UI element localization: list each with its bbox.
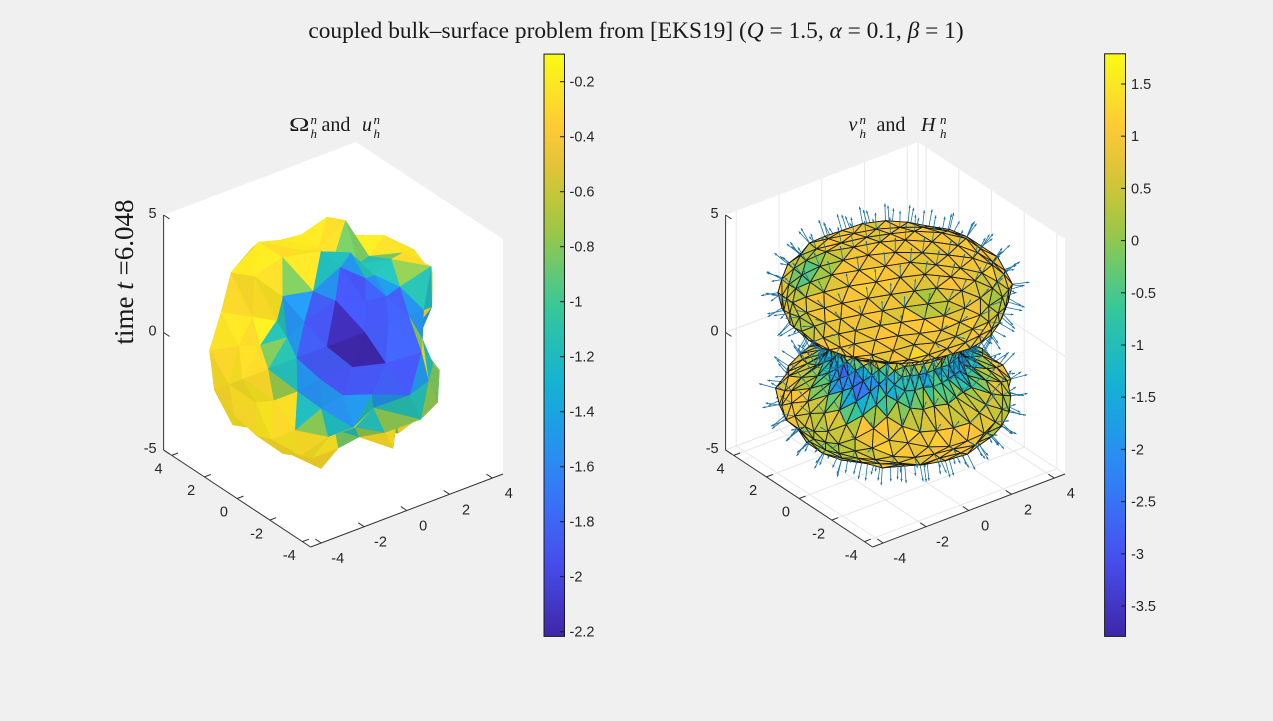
svg-text:-4: -4	[331, 551, 344, 567]
svg-text:-3.5: -3.5	[1131, 599, 1156, 615]
svg-text:-0.4: -0.4	[570, 130, 595, 146]
svg-text:2: 2	[1024, 502, 1032, 518]
svg-text:-2: -2	[374, 535, 387, 551]
svg-text:-0.8: -0.8	[570, 240, 595, 256]
svg-text:-1.5: -1.5	[1131, 390, 1156, 406]
svg-text:time t =6.048: time t =6.048	[109, 200, 139, 345]
svg-text:-1.4: -1.4	[570, 405, 595, 421]
svg-text:1: 1	[1131, 129, 1139, 145]
svg-text:-2: -2	[250, 526, 263, 542]
svg-text:-2: -2	[812, 526, 825, 542]
svg-text:0: 0	[782, 505, 790, 521]
svg-text:2: 2	[187, 483, 195, 499]
svg-text:-2: -2	[936, 535, 949, 551]
svg-text:-1: -1	[570, 295, 583, 311]
svg-text:-1.2: -1.2	[570, 350, 595, 366]
svg-text:0: 0	[981, 519, 989, 535]
svg-text:-2.5: -2.5	[1131, 495, 1156, 511]
svg-text:0: 0	[1131, 234, 1139, 250]
svg-text:-1.8: -1.8	[570, 515, 595, 531]
svg-text:-3: -3	[1131, 547, 1144, 563]
svg-text:4: 4	[1067, 486, 1075, 502]
svg-text:2: 2	[462, 502, 470, 518]
svg-text:-2: -2	[1131, 442, 1144, 458]
svg-text:-5: -5	[706, 441, 719, 457]
svg-text:4: 4	[154, 462, 162, 478]
svg-text:0: 0	[711, 324, 719, 340]
svg-text:-2.2: -2.2	[570, 625, 595, 641]
svg-text:0: 0	[419, 519, 427, 535]
svg-text:0.5: 0.5	[1131, 181, 1151, 197]
svg-text:0: 0	[149, 324, 157, 340]
svg-text:coupled bulk–surface problem f: coupled bulk–surface problem from [EKS19…	[308, 18, 963, 44]
svg-text:-0.2: -0.2	[570, 75, 595, 91]
svg-text:0: 0	[220, 505, 228, 521]
svg-text:-0.6: -0.6	[570, 185, 595, 201]
svg-text:-5: -5	[144, 441, 157, 457]
svg-text:-2: -2	[570, 570, 583, 586]
svg-text:-4: -4	[845, 548, 858, 564]
svg-text:-4: -4	[283, 548, 296, 564]
svg-text:5: 5	[149, 206, 157, 222]
svg-text:-1: -1	[1131, 338, 1144, 354]
svg-text:-0.5: -0.5	[1131, 286, 1156, 302]
svg-text:4: 4	[505, 486, 513, 502]
svg-text:2: 2	[749, 483, 757, 499]
svg-text:-4: -4	[893, 551, 906, 567]
svg-text:-1.6: -1.6	[570, 460, 595, 476]
svg-text:1.5: 1.5	[1131, 77, 1151, 93]
svg-text:5: 5	[711, 206, 719, 222]
svg-text:4: 4	[716, 462, 724, 478]
